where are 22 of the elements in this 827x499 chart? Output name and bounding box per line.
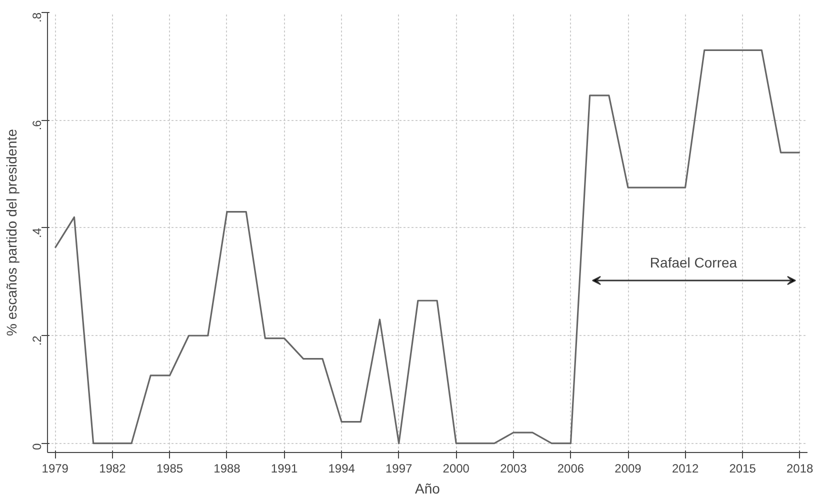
x-tick-label: 2015 [729,462,756,476]
x-tick-label: 1994 [328,462,356,476]
x-tick-label: 1997 [386,462,413,476]
x-tick-label: 1991 [270,462,298,476]
annotation: Rafael Correa [650,254,738,270]
x-tick-label: 2009 [614,462,642,476]
x-tick-label: 2003 [500,462,528,476]
y-tick-label: 0 [30,443,44,450]
x-tick-label: 2018 [786,462,814,476]
x-axis-title: Año [415,480,440,496]
y-axis-title: % escaños partido del presidente [4,128,20,336]
y-tick-label: .6 [30,120,44,130]
x-tick-label: 2006 [557,462,584,476]
x-tick-label: 1979 [42,462,69,476]
x-tick-label: 2000 [442,462,470,476]
x-tick-label: 1982 [99,462,126,476]
x-tick-label: 1985 [156,462,184,476]
x-tick-label: 2012 [672,462,699,476]
y-tick-label: .2 [30,335,44,346]
x-tick-label: 1988 [214,462,241,476]
y-tick-label: .4 [30,228,44,238]
y-tick-label: .8 [30,12,44,23]
